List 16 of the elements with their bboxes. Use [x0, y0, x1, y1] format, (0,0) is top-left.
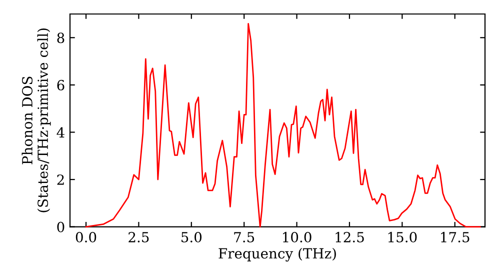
- y-axis-title: Phonon DOS (States/THz·primitive cell): [22, 28, 51, 212]
- x-tick-label: 7.5: [234, 232, 254, 242]
- y-tick-label: 6: [57, 80, 64, 90]
- x-axis-title: Frequency (THz): [218, 248, 336, 262]
- x-tick-label: 12.5: [336, 232, 364, 242]
- y-tick-label: 0: [57, 222, 64, 232]
- x-tick-label: 5.0: [182, 232, 202, 242]
- y-tick-label: 4: [56, 127, 64, 138]
- x-tick-label: 0.0: [76, 232, 96, 242]
- y-tick-label: 8: [57, 32, 64, 44]
- x-tick-label: 17.5: [441, 232, 470, 242]
- x-tick-label: 15.0: [388, 232, 417, 242]
- line-series: [85, 23, 481, 228]
- x-tick-label: 2.5: [128, 232, 149, 242]
- x-tick-label: 10.0: [283, 232, 312, 242]
- y-tick-label: 2: [57, 174, 64, 185]
